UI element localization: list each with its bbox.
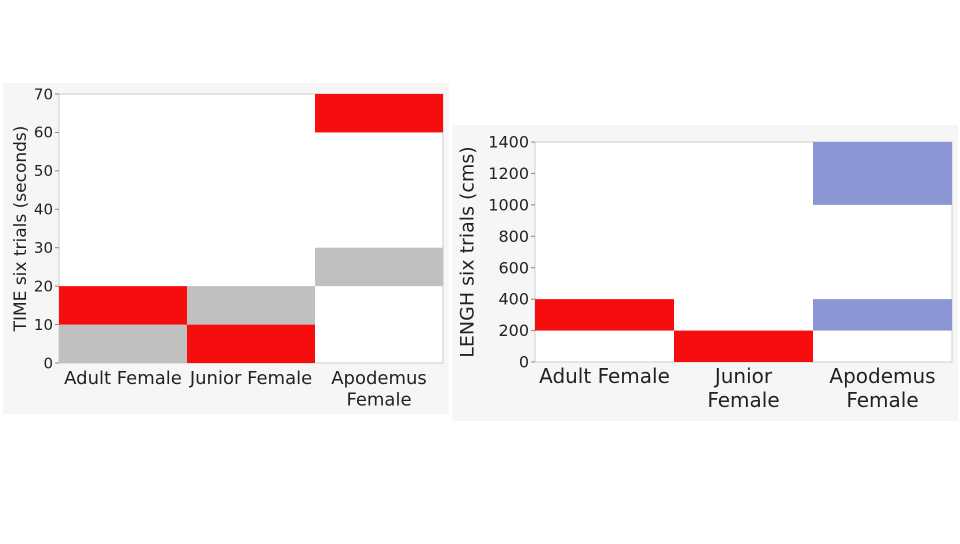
x-tick-label: Apodemus Female xyxy=(331,368,427,411)
y-tick-label: 0 xyxy=(519,353,529,372)
y-tick-label: 60 xyxy=(34,124,53,142)
range-bar xyxy=(59,286,187,325)
x-tick-label: Adult Female xyxy=(64,368,182,389)
y-tick-label: 20 xyxy=(34,277,53,295)
range-bar xyxy=(59,324,187,363)
y-axis-label: LENGH six trials (cms) xyxy=(457,146,479,357)
range-bar xyxy=(187,324,315,363)
x-tick-label: Apodemus Female xyxy=(829,364,935,412)
y-tick-label: 800 xyxy=(498,227,529,246)
range-bar xyxy=(674,330,813,362)
range-bar xyxy=(315,94,443,133)
y-tick-label: 400 xyxy=(498,290,529,309)
y-tick-label: 1400 xyxy=(488,133,529,152)
range-bar xyxy=(813,299,952,331)
range-bar xyxy=(813,142,952,205)
x-tick-label: Adult Female xyxy=(539,364,670,388)
y-tick-label: 40 xyxy=(34,201,53,219)
y-tick-label: 50 xyxy=(34,162,53,180)
range-bar xyxy=(535,299,674,331)
y-tick-label: 1200 xyxy=(488,164,529,183)
x-tick-label: Junior Female xyxy=(707,364,779,412)
y-tick-label: 200 xyxy=(498,321,529,340)
y-tick-label: 1000 xyxy=(488,195,529,214)
y-tick-label: 30 xyxy=(34,239,53,257)
y-tick-label: 70 xyxy=(34,85,53,103)
y-tick-label: 0 xyxy=(43,354,53,372)
y-axis-label: TIME six trials (seconds) xyxy=(11,126,31,333)
y-tick-label: 10 xyxy=(34,316,53,334)
range-bar xyxy=(315,247,443,287)
y-tick-label: 600 xyxy=(498,258,529,277)
x-tick-label: Junior Female xyxy=(189,368,312,389)
range-bar xyxy=(187,286,315,325)
